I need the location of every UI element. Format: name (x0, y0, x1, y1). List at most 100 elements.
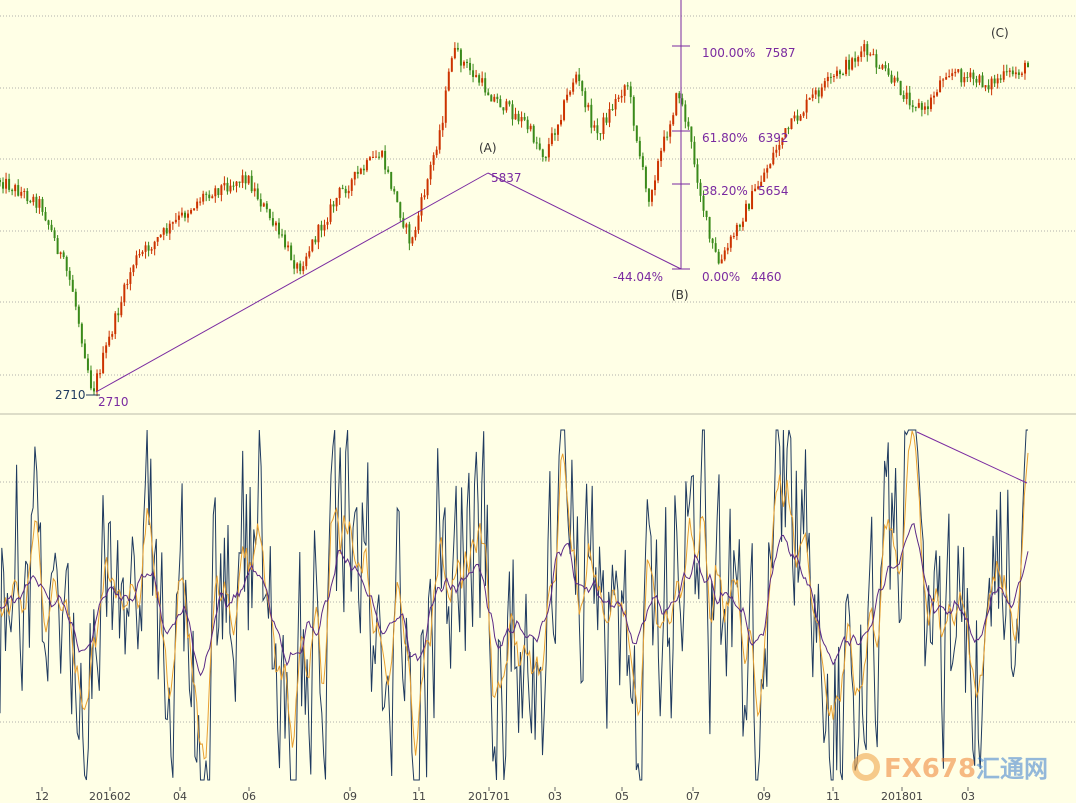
candle-body (826, 76, 829, 82)
candle-body (802, 112, 805, 116)
candle-body (1005, 71, 1008, 73)
candle-body (626, 85, 629, 87)
candle-body (754, 188, 757, 192)
candle-body (590, 104, 593, 128)
candle-body (520, 117, 523, 122)
candle-body (981, 75, 984, 88)
candle-body (211, 196, 214, 199)
candle-body (147, 245, 150, 251)
candle-body (287, 245, 290, 248)
candle-body (229, 185, 232, 192)
candle-body (514, 113, 517, 120)
candle-body (954, 71, 957, 74)
candle-body (41, 199, 44, 212)
candle-body (378, 156, 381, 158)
candle-body (235, 181, 238, 187)
candle-body (508, 101, 511, 105)
candle-body (368, 157, 371, 161)
candle-body (274, 222, 277, 226)
candle-body (993, 78, 996, 84)
wave-b-line (487, 172, 682, 270)
candle-body (990, 78, 993, 90)
candle-body (623, 85, 626, 96)
candle-body (572, 82, 575, 92)
peak-a-label: 5837 (491, 171, 522, 185)
candle-body (744, 203, 747, 222)
candle-body (729, 236, 732, 248)
candle-body (435, 149, 438, 156)
candle-body (53, 230, 56, 239)
candle-body (132, 265, 135, 273)
candle-body (323, 224, 326, 231)
candle-body (714, 243, 717, 252)
candle-body (963, 77, 966, 83)
candle-body (317, 224, 320, 243)
candle-body (926, 106, 929, 110)
candle-body (1008, 70, 1011, 72)
x-tick-label: 201602 (89, 790, 131, 803)
candle-body (453, 47, 456, 59)
fib-val-618: 6392 (758, 131, 789, 145)
candle-body (214, 188, 217, 197)
candle-body (1014, 72, 1017, 75)
x-tick-label: 12 (35, 790, 49, 803)
candle-body (99, 373, 102, 375)
candle-body (553, 133, 556, 135)
candle-body (814, 90, 817, 95)
candlestick-series (0, 39, 1029, 397)
candle-body (199, 201, 202, 203)
candle-body (353, 171, 356, 180)
candle-body (784, 128, 787, 138)
divergence-line (916, 431, 1028, 484)
candle-body (942, 79, 945, 81)
candle-body (578, 74, 581, 82)
candle-body (414, 230, 417, 238)
candle-body (575, 74, 578, 83)
candle-body (150, 249, 153, 251)
candle-body (196, 201, 199, 209)
fib-val-100: 7587 (765, 46, 796, 60)
lower-grid (0, 481, 1076, 723)
candle-body (805, 99, 808, 113)
candle-body (350, 179, 353, 191)
candle-body (362, 168, 365, 171)
candle-body (535, 142, 538, 144)
candle-body (654, 180, 657, 190)
candle-body (308, 251, 311, 257)
candle-body (732, 235, 735, 237)
candle-body (341, 187, 344, 189)
fib-pct-618: 61.80% (702, 131, 748, 145)
candle-body (17, 185, 20, 196)
candle-body (945, 77, 948, 80)
candle-body (356, 171, 359, 174)
oscillator-line (0, 430, 1029, 760)
candle-body (111, 334, 114, 337)
candle-body (62, 252, 65, 258)
candle-body (766, 168, 769, 173)
candle-body (793, 115, 796, 119)
x-tick-label: 07 (686, 790, 700, 803)
candle-body (126, 283, 129, 285)
wave-annotations: (A) (B) (C) 2710 2710 5837 -44.04% 100.0… (55, 0, 1009, 409)
candle-body (860, 51, 863, 57)
candle-body (775, 149, 778, 153)
candle-body (723, 250, 726, 260)
candle-body (650, 189, 653, 202)
x-tick-label: 03 (548, 790, 562, 803)
candle-body (566, 94, 569, 101)
candle-body (123, 284, 126, 303)
candle-body (687, 121, 690, 127)
candle-body (265, 203, 268, 210)
candle-body (1023, 62, 1026, 74)
candle-body (544, 157, 547, 159)
candle-body (678, 93, 681, 99)
candle-body (517, 113, 520, 122)
candle-body (641, 156, 644, 168)
x-tick-label: 09 (757, 790, 771, 803)
candle-body (202, 193, 205, 202)
candle-body (936, 92, 939, 96)
candle-body (68, 270, 71, 280)
candle-body (817, 90, 820, 97)
candle-body (505, 101, 508, 111)
candle-body (402, 217, 405, 228)
